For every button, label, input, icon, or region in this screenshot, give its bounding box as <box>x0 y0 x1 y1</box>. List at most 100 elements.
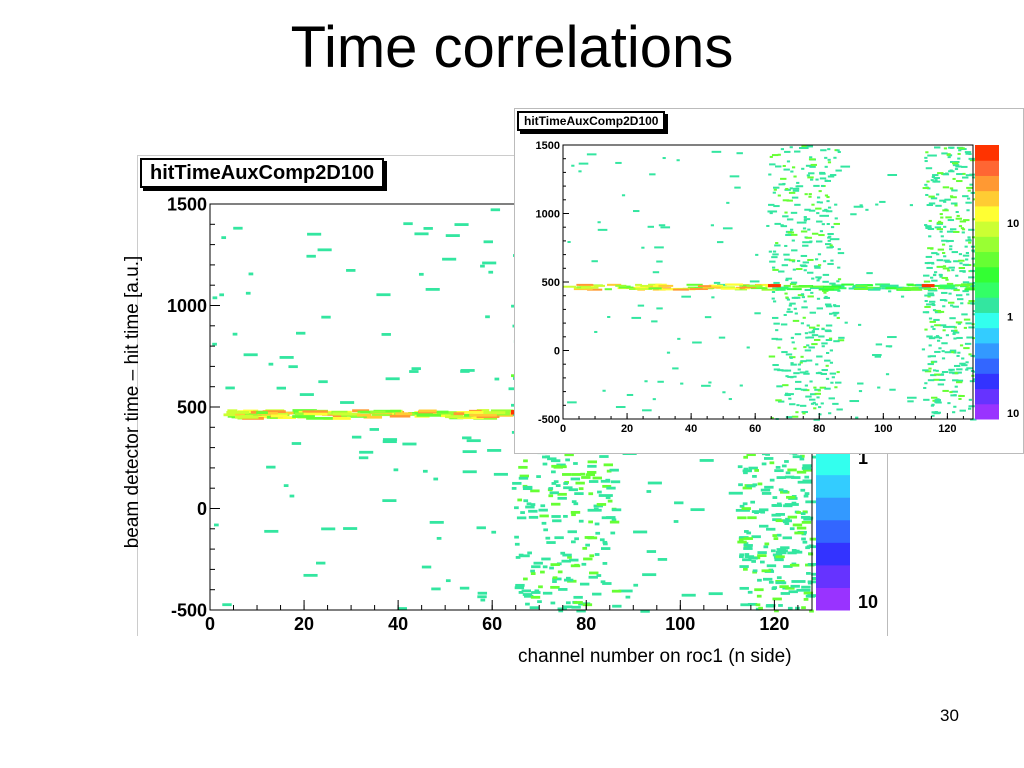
hit-cell <box>972 198 976 201</box>
hit-cell <box>436 536 442 540</box>
hit-cell <box>809 609 814 613</box>
hit-cell <box>743 542 749 546</box>
hit-cell <box>662 157 666 160</box>
hit-cell <box>816 307 824 310</box>
hit-cell <box>808 158 816 161</box>
hit-cell <box>574 492 584 496</box>
hit-cell <box>819 177 827 180</box>
hit-cell <box>760 488 771 492</box>
hit-cell <box>803 346 807 349</box>
hit-cell <box>477 591 488 595</box>
hit-cell <box>508 387 518 391</box>
x-tick-label-4: 80 <box>576 614 596 634</box>
hot-spot <box>768 284 781 288</box>
hit-cell <box>949 228 957 231</box>
hit-cell <box>952 379 959 382</box>
hit-cell <box>288 365 298 369</box>
hit-cell <box>827 239 831 242</box>
band-cell <box>970 285 978 288</box>
hit-cell <box>814 266 821 269</box>
hit-cell <box>805 395 812 398</box>
hit-cell <box>783 565 793 568</box>
hit-cell <box>786 298 791 301</box>
hit-cell <box>606 486 616 490</box>
hit-cell <box>936 265 943 268</box>
hit-cell <box>772 250 777 253</box>
hit-cell <box>888 290 892 293</box>
hit-cell <box>800 488 806 492</box>
hit-cell <box>603 463 614 467</box>
hit-cell <box>968 153 972 156</box>
palette-swatch <box>816 474 850 498</box>
band-cell <box>720 287 740 290</box>
hit-cell <box>952 332 956 335</box>
band-cell <box>445 415 459 419</box>
hit-cell <box>803 219 807 222</box>
hit-cell <box>785 296 789 299</box>
hit-cell <box>462 450 477 454</box>
hit-cell <box>409 370 419 373</box>
hit-cell <box>291 442 302 445</box>
hit-cell <box>794 150 801 153</box>
hit-cell <box>793 307 797 310</box>
hit-cell <box>952 305 959 308</box>
hit-cell <box>765 453 770 456</box>
hit-cell <box>806 344 810 347</box>
hit-cell <box>751 535 761 539</box>
hit-cell <box>844 321 848 324</box>
x-axis-title: channel number on roc1 (n side) <box>518 646 792 667</box>
hit-cell <box>956 379 964 382</box>
hit-cell <box>752 474 757 478</box>
hit-cell <box>924 370 932 373</box>
hit-cell <box>781 551 787 555</box>
hit-cell <box>937 248 945 251</box>
hit-cell <box>932 309 937 312</box>
hit-cell <box>791 249 798 252</box>
hit-cell <box>759 524 769 528</box>
hit-cell <box>738 538 744 542</box>
hit-cell <box>633 210 640 213</box>
hit-cell <box>788 191 796 194</box>
hit-cell <box>825 364 829 367</box>
hit-cell <box>836 149 840 152</box>
hit-cell <box>927 227 935 230</box>
hit-cell <box>759 508 769 512</box>
hit-cell <box>947 269 951 272</box>
palette-swatch <box>975 266 999 283</box>
hit-cell <box>965 368 969 371</box>
hit-cell <box>803 300 807 303</box>
hit-cell <box>802 464 812 468</box>
hit-cell <box>704 316 712 319</box>
hit-cell <box>582 546 588 550</box>
hit-cell <box>771 504 777 507</box>
hit-cell <box>939 273 943 276</box>
band-cell <box>431 410 449 414</box>
hit-cell <box>818 413 822 416</box>
hit-cell <box>928 294 935 297</box>
hit-cell <box>552 576 558 580</box>
band-cell <box>332 412 352 416</box>
hit-cell <box>571 540 576 544</box>
hit-cell <box>594 553 600 556</box>
hit-cell <box>598 494 613 497</box>
hit-cell <box>931 396 938 399</box>
x-tick-label-0: 0 <box>560 423 566 435</box>
hit-cell <box>939 299 947 302</box>
hit-cell <box>972 281 976 284</box>
histogram-panel-small: -500 0 500 1000 1500 0 20 40 60 80 100 120 10 1 10 hit… <box>514 108 1024 454</box>
hit-cell <box>599 455 609 458</box>
hit-cell <box>551 470 556 474</box>
band-cell <box>476 409 490 412</box>
hit-cell <box>782 489 788 493</box>
palette-swatch <box>975 403 999 420</box>
band-cell <box>331 410 348 414</box>
hit-cell <box>972 218 976 221</box>
hit-cell <box>756 594 762 598</box>
hit-cell <box>550 601 556 605</box>
hit-cell <box>966 293 970 296</box>
hit-cell <box>769 155 773 158</box>
band-cell <box>880 284 899 287</box>
hit-cell <box>351 435 362 439</box>
band-cell <box>897 288 913 291</box>
hit-cell <box>480 598 486 602</box>
